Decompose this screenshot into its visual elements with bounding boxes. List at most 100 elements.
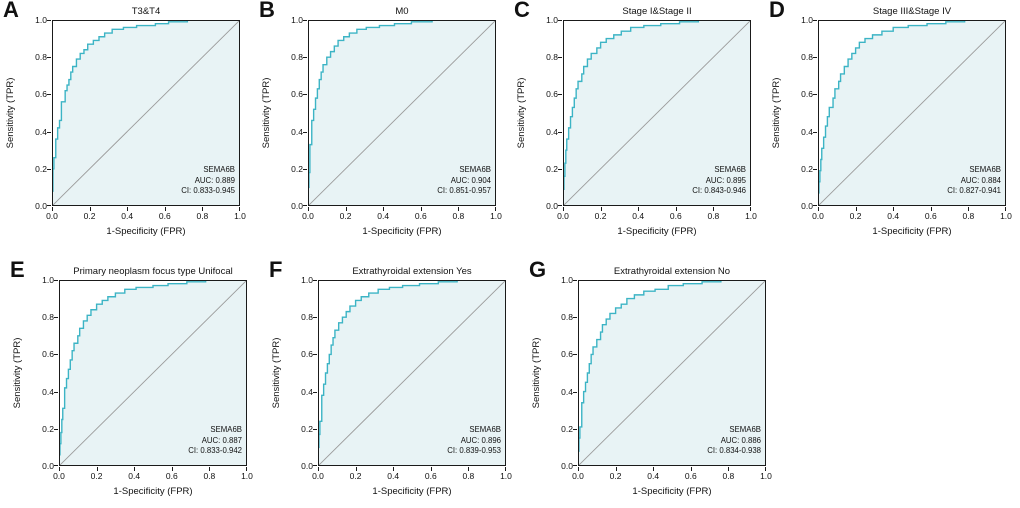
roc-plot-area: SEMA6B AUC: 0.889 CI: 0.833-0.945 0.0 0.0… [35, 15, 246, 221]
auc-value: AUC: 0.887 [201, 435, 242, 445]
x-tick-mark [1005, 207, 1006, 211]
roc-plot-area: SEMA6B AUC: 0.887 CI: 0.833-0.942 0.0 0.0… [42, 275, 253, 481]
plot-frame [308, 20, 496, 206]
y-tick-mark [813, 20, 817, 21]
y-tick-label: 0.2 [801, 163, 813, 174]
x-tick-mark [308, 207, 309, 211]
y-tick-label: 0.6 [561, 349, 573, 360]
y-tick-label: 0.8 [35, 52, 47, 63]
gene-label: SEMA6B [714, 165, 746, 175]
x-tick-mark [728, 467, 730, 471]
gene-label: SEMA6B [969, 165, 1001, 175]
roc-plot-area: SEMA6B AUC: 0.886 CI: 0.834-0.938 0.0 0.0… [561, 275, 772, 481]
x-tick-mark [246, 467, 247, 471]
diagonal-reference-line [818, 20, 1006, 206]
roc-panel-f: F Extrathyroidal extension Yes SEMA6B AU… [268, 257, 518, 508]
x-tick-mark [458, 207, 460, 211]
roc-plot-svg [318, 280, 506, 466]
y-tick-mark [573, 391, 577, 393]
y-tick-label: 0.2 [561, 423, 573, 434]
x-tick-mark [318, 467, 319, 471]
y-tick-label: 0.4 [561, 386, 573, 397]
y-tick-mark [54, 280, 58, 281]
y-tick-mark [313, 354, 317, 356]
x-tick-label: 0.0 [312, 471, 324, 481]
x-tick-mark [765, 467, 766, 471]
x-tick-label: 1.0 [760, 471, 772, 481]
x-tick-label: 0.8 [462, 471, 475, 481]
x-tick-label: 1.0 [241, 471, 253, 481]
x-tick-mark [600, 207, 602, 211]
roc-plot-svg [52, 20, 240, 206]
x-tick-label: 1.0 [745, 211, 757, 221]
x-tick-mark [171, 467, 173, 471]
y-tick-mark [313, 391, 317, 393]
roc-plot-area: SEMA6B AUC: 0.896 CI: 0.839-0.953 0.0 0.0… [301, 275, 512, 481]
ci-value: CI: 0.834-0.938 [707, 446, 761, 456]
y-tick-mark [313, 317, 317, 319]
x-tick-mark [209, 467, 211, 471]
y-tick-mark [313, 280, 317, 281]
y-tick-mark [54, 354, 58, 356]
y-tick-mark [573, 317, 577, 319]
y-tick-label: 1.0 [35, 15, 47, 25]
y-tick-label: 0.0 [35, 201, 47, 211]
x-tick-mark [127, 207, 129, 211]
y-tick-mark [558, 131, 562, 133]
x-tick-mark [855, 207, 857, 211]
y-tick-label: 0.2 [291, 163, 303, 174]
y-tick-label: 1.0 [561, 275, 573, 285]
x-tick-label: 0.2 [594, 211, 607, 221]
auc-value: AUC: 0.886 [720, 435, 761, 445]
y-tick-mark [54, 317, 58, 319]
gene-label: SEMA6B [203, 165, 235, 175]
roc-panel-b: B M0 SEMA6B AUC: 0.904 CI: 0.851-0.957 0… [258, 0, 508, 254]
panel-letter: D [769, 0, 785, 22]
y-tick-label: 0.8 [561, 312, 573, 323]
y-axis-label: Sensitivity (TPR) [5, 77, 16, 149]
y-axis-label: Sensitivity (TPR) [271, 337, 282, 409]
y-tick-label: 0.8 [546, 52, 558, 63]
x-tick-mark [420, 207, 422, 211]
y-tick-mark [313, 465, 317, 466]
y-tick-label: 0.2 [42, 423, 54, 434]
auc-value: AUC: 0.895 [705, 175, 746, 185]
y-tick-mark [303, 57, 307, 59]
panel-letter: G [529, 257, 547, 282]
roc-plot-area: SEMA6B AUC: 0.884 CI: 0.827-0.941 0.0 0.0… [801, 15, 1012, 221]
y-tick-label: 0.0 [291, 201, 303, 211]
plot-frame [52, 20, 240, 206]
roc-curve [318, 280, 506, 466]
y-tick-label: 0.2 [301, 423, 313, 434]
x-tick-label: 1.0 [490, 211, 502, 221]
y-axis-label: Sensitivity (TPR) [531, 337, 542, 409]
x-tick-label: 0.8 [722, 471, 735, 481]
x-tick-label: 0.6 [165, 471, 178, 481]
x-tick-label: 0.4 [632, 211, 645, 221]
y-tick-label: 0.8 [42, 312, 54, 323]
x-tick-mark [239, 207, 240, 211]
x-tick-label: 0.8 [707, 211, 720, 221]
x-axis-label: 1-Specificity (FPR) [617, 226, 697, 237]
y-tick-label: 1.0 [301, 275, 313, 285]
ci-value: CI: 0.833-0.945 [181, 186, 235, 196]
auc-value: AUC: 0.889 [194, 175, 235, 185]
roc-curve [308, 20, 496, 206]
annotation-block: SEMA6B AUC: 0.889 CI: 0.833-0.945 [181, 165, 235, 197]
y-tick-label: 1.0 [291, 15, 303, 25]
x-tick-label: 0.6 [414, 211, 427, 221]
x-tick-label: 0.4 [647, 471, 660, 481]
x-tick-mark [968, 207, 970, 211]
x-tick-label: 0.4 [387, 471, 400, 481]
x-tick-label: 0.6 [158, 211, 171, 221]
panel-title: M0 [395, 6, 409, 17]
y-tick-mark [47, 94, 51, 96]
y-tick-label: 0.0 [42, 461, 54, 471]
panel-title: Stage III&Stage IV [872, 6, 952, 17]
y-tick-label: 0.6 [291, 89, 303, 100]
x-tick-label: 1.0 [1000, 211, 1012, 221]
y-tick-label: 0.2 [35, 163, 47, 174]
ci-value: CI: 0.827-0.941 [947, 186, 1001, 196]
y-tick-mark [47, 205, 51, 206]
y-tick-label: 0.6 [42, 349, 54, 360]
